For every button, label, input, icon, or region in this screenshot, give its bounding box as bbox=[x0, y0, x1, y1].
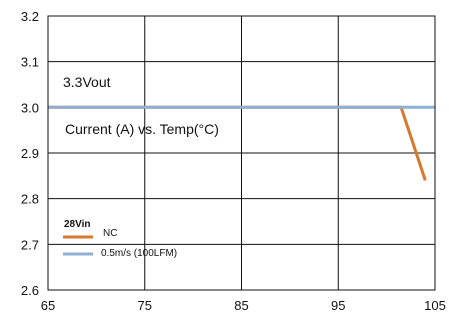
annotation-vout: 3.3Vout bbox=[63, 74, 111, 90]
legend-label-nc: NC bbox=[103, 228, 117, 239]
series-line-0 bbox=[48, 105, 427, 181]
y-tick-label: 2.6 bbox=[21, 283, 39, 298]
x-tick-label: 105 bbox=[424, 298, 446, 313]
legend-title: 28Vin bbox=[64, 219, 91, 230]
tick-labels: 65 75 85 95 105 2.6 2.7 2.8 2.9 3.0 3.1 3.2 bbox=[21, 9, 446, 313]
x-tick-label: 95 bbox=[331, 298, 345, 313]
legend-label-05ms: 0.5m/s (100LFM) bbox=[101, 248, 177, 259]
x-tick-label: 75 bbox=[138, 298, 152, 313]
y-tick-label: 2.9 bbox=[21, 146, 39, 161]
x-tick-label: 65 bbox=[41, 298, 55, 313]
y-tick-label: 2.8 bbox=[21, 192, 39, 207]
x-tick-label: 85 bbox=[234, 298, 248, 313]
legend: 28Vin NC 0.5m/s (100LFM) bbox=[63, 219, 177, 259]
y-tick-label: 3.1 bbox=[21, 55, 39, 70]
series-layer bbox=[48, 105, 435, 181]
plot-frame bbox=[47, 15, 436, 291]
y-tick-label: 3.0 bbox=[21, 100, 39, 115]
y-tick-label: 2.7 bbox=[21, 237, 39, 252]
annotation-subtitle: Current (A) vs. Temp(°C) bbox=[65, 121, 219, 137]
y-tick-label: 3.2 bbox=[21, 9, 39, 24]
